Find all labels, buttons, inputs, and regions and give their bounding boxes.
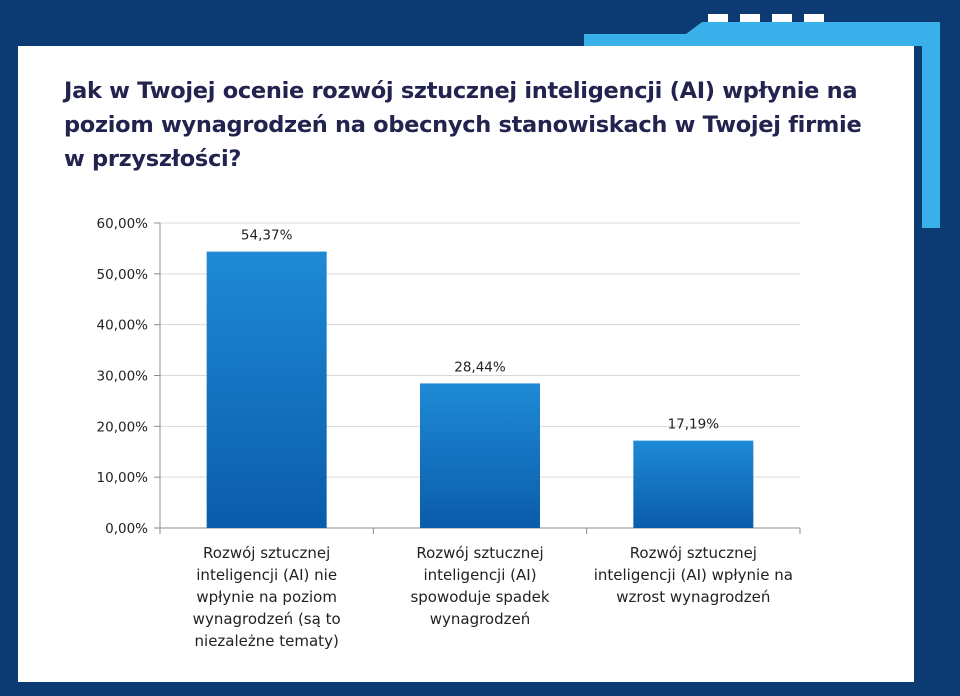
data-label: 17,19%	[668, 417, 720, 433]
x-tick-label: wpłynie na poziom	[196, 588, 337, 606]
x-tick-label: niezależne tematy)	[195, 632, 339, 650]
y-tick-label: 20,00%	[97, 419, 149, 435]
x-tick-label: wynagrodzeń	[430, 610, 531, 628]
x-tick-label: wzrost wynagrodzeń	[616, 588, 770, 606]
chart-panel	[18, 46, 914, 682]
bar	[206, 251, 327, 528]
bars	[206, 251, 754, 528]
decor-accent-frame	[584, 22, 940, 228]
y-tick-label: 60,00%	[97, 216, 149, 232]
y-tick-label: 0,00%	[105, 521, 148, 537]
labels: 0,00% 10,00% 20,00% 30,00% 40,00% 50,00% 60,00…	[97, 216, 793, 650]
x-tick-label: spowoduje spadek	[410, 588, 549, 606]
bar	[420, 383, 540, 528]
x-tick-label: Rozwój sztucznej	[630, 544, 757, 562]
x-tick-label: wynagrodzeń (są to	[193, 610, 341, 628]
x-tick-label: Rozwój sztucznej	[203, 544, 330, 562]
x-tick-label: inteligencji (AI) nie	[196, 566, 337, 584]
y-tick-label: 30,00%	[97, 369, 149, 385]
x-tick-label: Rozwój sztucznej	[416, 544, 543, 562]
y-tick-label: 10,00%	[97, 470, 149, 486]
chart-title: Jak w Twojej ocenie rozwój sztucznej int…	[64, 78, 862, 172]
x-tick-label: inteligencji (AI)	[423, 566, 536, 584]
y-tick-label: 40,00%	[97, 318, 149, 334]
data-label: 54,37%	[241, 228, 293, 244]
x-tick-label: inteligencji (AI) wpłynie na	[594, 566, 793, 584]
bar	[633, 440, 754, 528]
data-label: 28,44%	[454, 359, 506, 375]
y-tick-label: 50,00%	[97, 267, 149, 283]
